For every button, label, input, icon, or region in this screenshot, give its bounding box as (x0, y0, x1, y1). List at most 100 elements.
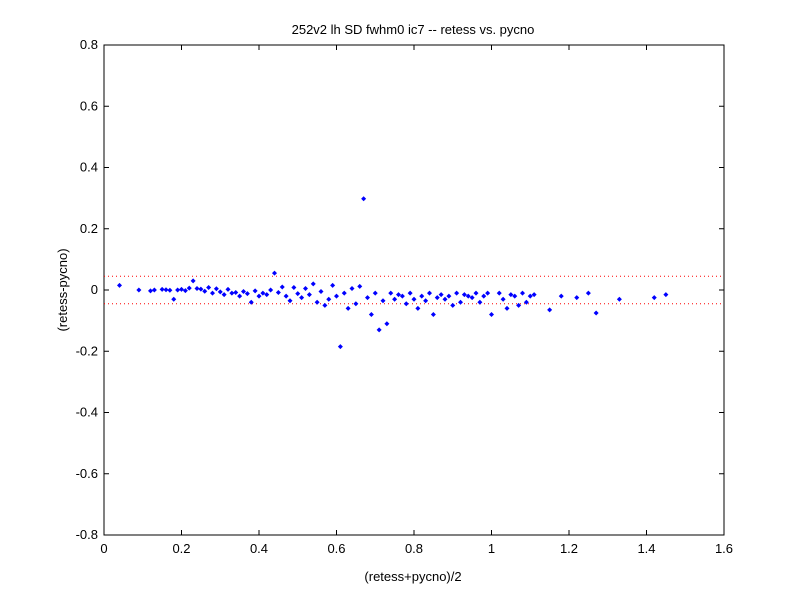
data-point (217, 289, 223, 295)
data-point (241, 289, 246, 295)
data-point (322, 302, 328, 308)
data-point (399, 293, 405, 299)
data-point (326, 296, 332, 302)
data-point (508, 292, 514, 298)
data-point (303, 285, 308, 291)
data-points (117, 196, 669, 350)
data-point (283, 293, 289, 299)
data-point (419, 293, 425, 299)
data-point (496, 290, 502, 296)
x-tick-label: 0 (100, 541, 107, 556)
data-point (244, 291, 250, 297)
data-point (318, 289, 324, 295)
y-tick-label: 0.8 (80, 37, 98, 52)
y-tick-label: 0.2 (80, 221, 98, 236)
data-point (372, 290, 378, 296)
data-point (260, 290, 266, 296)
data-point (151, 287, 157, 293)
data-point (306, 292, 312, 298)
data-point (349, 285, 355, 291)
x-tick-label: 1.2 (560, 541, 578, 556)
data-point (465, 293, 471, 299)
y-tick-label: -0.2 (76, 343, 98, 358)
data-point (179, 286, 184, 292)
data-point (458, 299, 463, 305)
data-point (438, 292, 444, 298)
data-point (330, 282, 336, 288)
data-point (396, 292, 401, 298)
x-tick-label: 1.4 (637, 541, 655, 556)
data-point (411, 296, 417, 302)
data-point (287, 298, 293, 304)
data-point (229, 290, 235, 296)
data-point (233, 289, 239, 295)
x-tick-label: 0.8 (405, 541, 423, 556)
data-point (388, 290, 394, 296)
data-point (461, 292, 467, 298)
data-point (585, 290, 591, 296)
data-point (500, 296, 506, 302)
data-point (171, 296, 177, 302)
data-point (194, 285, 200, 291)
y-tick-label: -0.8 (76, 527, 98, 542)
data-point (531, 292, 537, 298)
data-point (182, 288, 188, 294)
data-point (430, 312, 436, 317)
data-point (380, 298, 386, 304)
y-axis-label: (retess-pycno) (55, 248, 70, 331)
data-point (365, 295, 370, 301)
data-point (489, 312, 494, 317)
data-point (357, 283, 363, 289)
chart-title: 252v2 lh SD fwhm0 ic7 -- retess vs. pycn… (292, 22, 535, 37)
data-point (651, 295, 657, 301)
data-point (341, 290, 347, 296)
data-point (159, 286, 165, 292)
data-point (275, 289, 281, 295)
data-point (213, 286, 219, 292)
data-point (512, 293, 518, 299)
x-tick-label: 0.6 (327, 541, 345, 556)
x-tick-label: 0.4 (250, 541, 268, 556)
data-point (353, 301, 359, 307)
data-point (384, 321, 390, 327)
data-point (299, 295, 305, 301)
x-tick-label: 1.6 (715, 541, 733, 556)
data-point (163, 287, 169, 293)
data-point (415, 305, 421, 311)
data-point (392, 296, 398, 302)
data-point (202, 288, 208, 294)
x-axis-label: (retess+pycno)/2 (364, 569, 461, 584)
data-point (190, 278, 196, 284)
data-point (442, 296, 448, 302)
y-axis-ticks: 0.8 0.6 0.4 0.2 0 -0.2 -0.4 -0.6 -0.8 (76, 37, 724, 542)
x-tick-label: 1 (488, 541, 495, 556)
data-point (295, 291, 301, 297)
data-point (186, 285, 192, 291)
data-point (117, 282, 122, 288)
data-point (473, 290, 479, 296)
data-point (148, 288, 153, 294)
x-axis-ticks: 0 0.2 0.4 0.6 0.8 1 1.2 1.4 1.6 (100, 45, 733, 556)
data-point (310, 281, 316, 287)
data-point (237, 293, 243, 299)
data-point (264, 292, 270, 298)
data-point (547, 307, 553, 313)
data-point (175, 287, 181, 293)
data-point (504, 305, 510, 311)
data-point (481, 293, 487, 299)
data-point (485, 290, 491, 296)
data-point (423, 298, 429, 304)
y-tick-label: -0.6 (76, 466, 98, 481)
y-tick-label: -0.4 (76, 405, 98, 420)
data-point (210, 290, 215, 296)
data-point (291, 285, 297, 291)
data-point (368, 312, 374, 317)
data-point (314, 299, 320, 305)
data-point (198, 286, 204, 292)
y-tick-label: 0.4 (80, 160, 98, 175)
y-tick-label: 0 (91, 282, 98, 297)
data-point (469, 295, 475, 301)
data-point (334, 293, 339, 299)
data-point (167, 287, 173, 293)
